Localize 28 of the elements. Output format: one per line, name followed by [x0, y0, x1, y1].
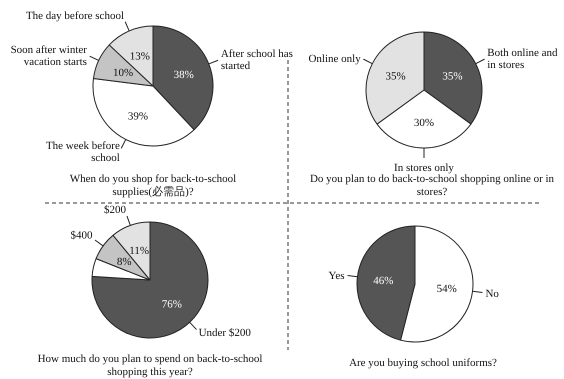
data-label: 30% — [414, 116, 434, 129]
data-label: 54% — [436, 283, 457, 295]
slice-label: $200 — [104, 204, 126, 216]
data-label: 13% — [130, 50, 150, 63]
slice-label: Both online and in stores — [487, 46, 558, 71]
data-label: 10% — [113, 66, 134, 79]
slice-label: $400 — [70, 229, 94, 242]
slice-label: After school has started — [220, 48, 293, 72]
slice-label: Yes — [328, 270, 345, 282]
data-label: 35% — [442, 70, 463, 83]
data-label: 46% — [373, 275, 394, 287]
text: Are you buying school uniforms? — [349, 357, 498, 369]
data-label: 8% — [116, 256, 132, 268]
data-label: 76% — [162, 298, 182, 310]
slice-label: Online only — [308, 52, 362, 65]
data-label: 11% — [129, 244, 150, 257]
slice-label: The week before school — [46, 140, 120, 164]
data-label: 39% — [128, 110, 148, 122]
text: When do you shop for back-to-school supplies(必需品)? — [70, 173, 236, 198]
slice-label: The day before school — [26, 10, 124, 22]
slice-label: Soon after winter vacation starts — [10, 44, 88, 68]
text: How much do you plan to spend on back-to-school shopping this year? — [38, 353, 262, 378]
slice-label: No — [485, 288, 500, 300]
slice-label: Under $200 — [198, 326, 252, 339]
text: Do you plan to do back-to-school shopping online or in stores? — [310, 173, 555, 198]
data-label: 38% — [174, 68, 194, 81]
data-label: 35% — [385, 70, 406, 83]
slice-label: In stores only — [394, 162, 454, 174]
